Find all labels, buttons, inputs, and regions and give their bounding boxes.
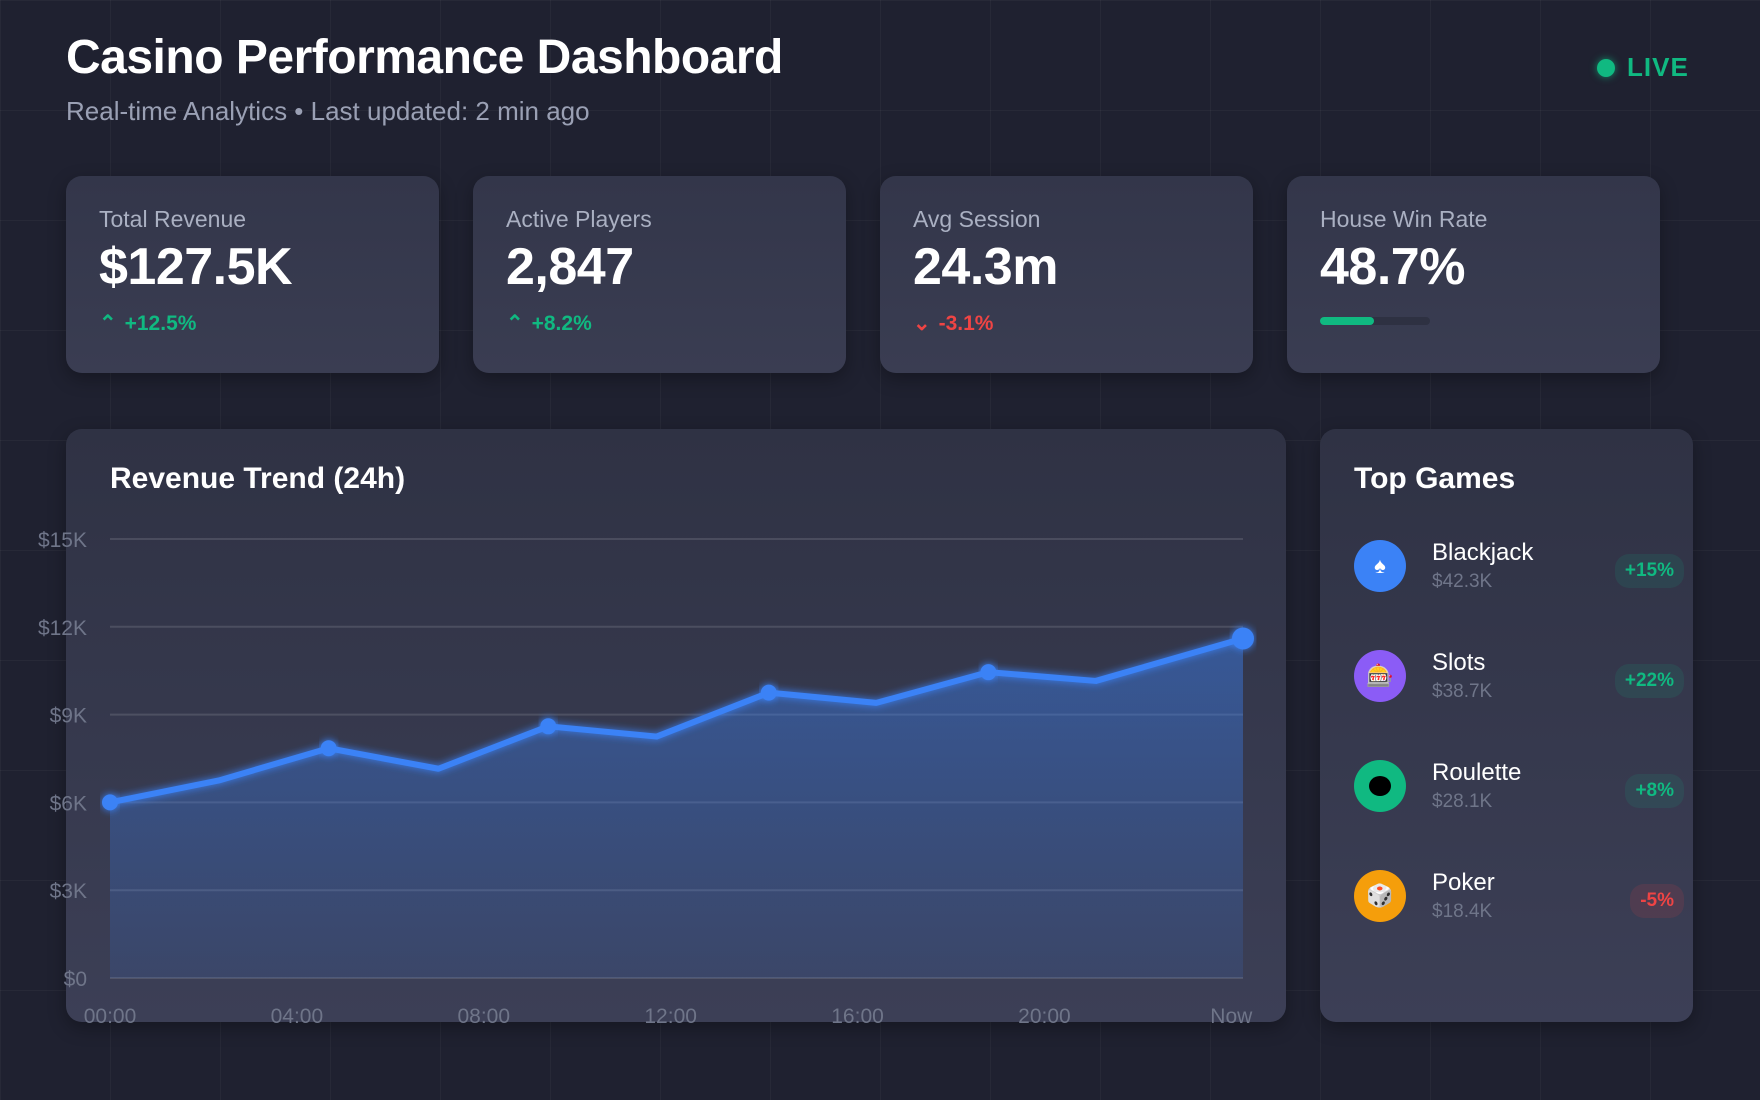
game-item-slots[interactable]: 🎰 Slots $38.7K +22% <box>1354 646 1684 706</box>
chart-title: Revenue Trend (24h) <box>110 462 406 495</box>
win-rate-progress-bar <box>1320 317 1430 325</box>
slot-machine-icon: 🎰 <box>1354 650 1406 702</box>
game-text: Roulette $28.1K <box>1432 759 1625 813</box>
kpi-label: Avg Session <box>913 206 1041 232</box>
game-revenue: $28.1K <box>1432 791 1493 812</box>
kpi-value: 2,847 <box>506 238 634 296</box>
revenue-line <box>109 635 1244 806</box>
x-tick-label: Now <box>1210 1005 1253 1028</box>
arrow-up-icon: ⌃ <box>99 312 117 335</box>
kpi-change: ⌃ +12.5% <box>99 311 406 336</box>
kpi-label: Active Players <box>506 206 652 232</box>
win-rate-progress-fill <box>1320 317 1374 325</box>
kpi-change: ⌃ +8.2% <box>506 311 813 336</box>
kpi-change-value: +12.5% <box>124 311 197 335</box>
y-tick-label: $15K <box>38 529 87 552</box>
arrow-down-icon: ⌄ <box>913 312 931 335</box>
game-name: Poker <box>1432 869 1495 896</box>
game-revenue: $42.3K <box>1432 571 1493 592</box>
y-tick-label: $3K <box>50 880 87 903</box>
kpi-change-value: +8.2% <box>531 311 592 335</box>
page-title: Casino Performance Dashboard <box>66 31 783 84</box>
live-label: LIVE <box>1627 52 1689 82</box>
game-item-poker[interactable]: 🎲 Poker $18.4K -5% <box>1354 866 1684 926</box>
kpi-card-house-win-rate: House Win Rate 48.7% <box>1287 176 1660 373</box>
dice-icon: 🎲 <box>1354 870 1406 922</box>
kpi-change: ⌄ -3.1% <box>913 311 1220 336</box>
x-tick-label: 20:00 <box>1018 1005 1071 1028</box>
x-tick-label: 12:00 <box>644 1005 697 1028</box>
revenue-area <box>110 638 1243 978</box>
y-tick-label: $12K <box>38 617 87 640</box>
game-text: Blackjack $42.3K <box>1432 539 1615 593</box>
kpi-value: 24.3m <box>913 238 1058 296</box>
data-point <box>540 718 557 735</box>
x-tick-label: 16:00 <box>831 1005 884 1028</box>
live-indicator: LIVE <box>1597 52 1689 83</box>
game-change-badge: +15% <box>1614 554 1684 588</box>
game-item-blackjack[interactable]: ♠ Blackjack $42.3K +15% <box>1354 536 1684 596</box>
top-games-title: Top Games <box>1354 462 1516 495</box>
game-text: Poker $18.4K <box>1432 869 1630 923</box>
data-point <box>320 740 337 757</box>
data-point <box>760 684 777 701</box>
data-point <box>102 794 118 811</box>
kpi-change-value: -3.1% <box>938 311 994 335</box>
game-revenue: $18.4K <box>1432 901 1493 922</box>
x-tick-label: 04:00 <box>271 1005 324 1028</box>
kpi-card-active-players: Active Players 2,847 ⌃ +8.2% <box>473 176 846 373</box>
live-dot-icon <box>1597 58 1615 77</box>
game-name: Slots <box>1432 649 1486 676</box>
kpi-label: House Win Rate <box>1320 206 1488 232</box>
x-tick-label: 00:00 <box>84 1005 137 1028</box>
y-tick-label: $9K <box>50 705 87 728</box>
spade-icon: ♠ <box>1354 540 1406 592</box>
game-text: Slots $38.7K <box>1432 649 1615 703</box>
kpi-card-avg-session: Avg Session 24.3m ⌄ -3.1% <box>880 176 1253 373</box>
game-item-roulette[interactable]: Roulette $28.1K +8% <box>1354 756 1684 816</box>
kpi-label: Total Revenue <box>99 206 247 232</box>
game-name: Blackjack <box>1432 539 1534 566</box>
y-tick-label: $0 <box>64 968 87 991</box>
kpi-value: 48.7% <box>1320 238 1465 296</box>
game-change-badge: +22% <box>1614 664 1684 698</box>
game-change-badge: -5% <box>1630 884 1684 918</box>
game-revenue: $38.7K <box>1432 681 1493 702</box>
game-name: Roulette <box>1432 759 1522 786</box>
data-point <box>980 664 997 681</box>
y-tick-label: $6K <box>50 792 87 815</box>
data-point <box>1232 627 1254 650</box>
kpi-card-total-revenue: Total Revenue $127.5K ⌃ +12.5% <box>66 176 439 373</box>
kpi-value: $127.5K <box>99 238 293 296</box>
top-games-panel <box>1320 429 1693 1022</box>
x-tick-label: 08:00 <box>457 1005 510 1028</box>
arrow-up-icon: ⌃ <box>506 312 524 335</box>
roulette-ball-icon <box>1354 760 1406 812</box>
game-change-badge: +8% <box>1625 774 1684 808</box>
page-subtitle: Real-time Analytics • Last updated: 2 mi… <box>66 96 590 126</box>
